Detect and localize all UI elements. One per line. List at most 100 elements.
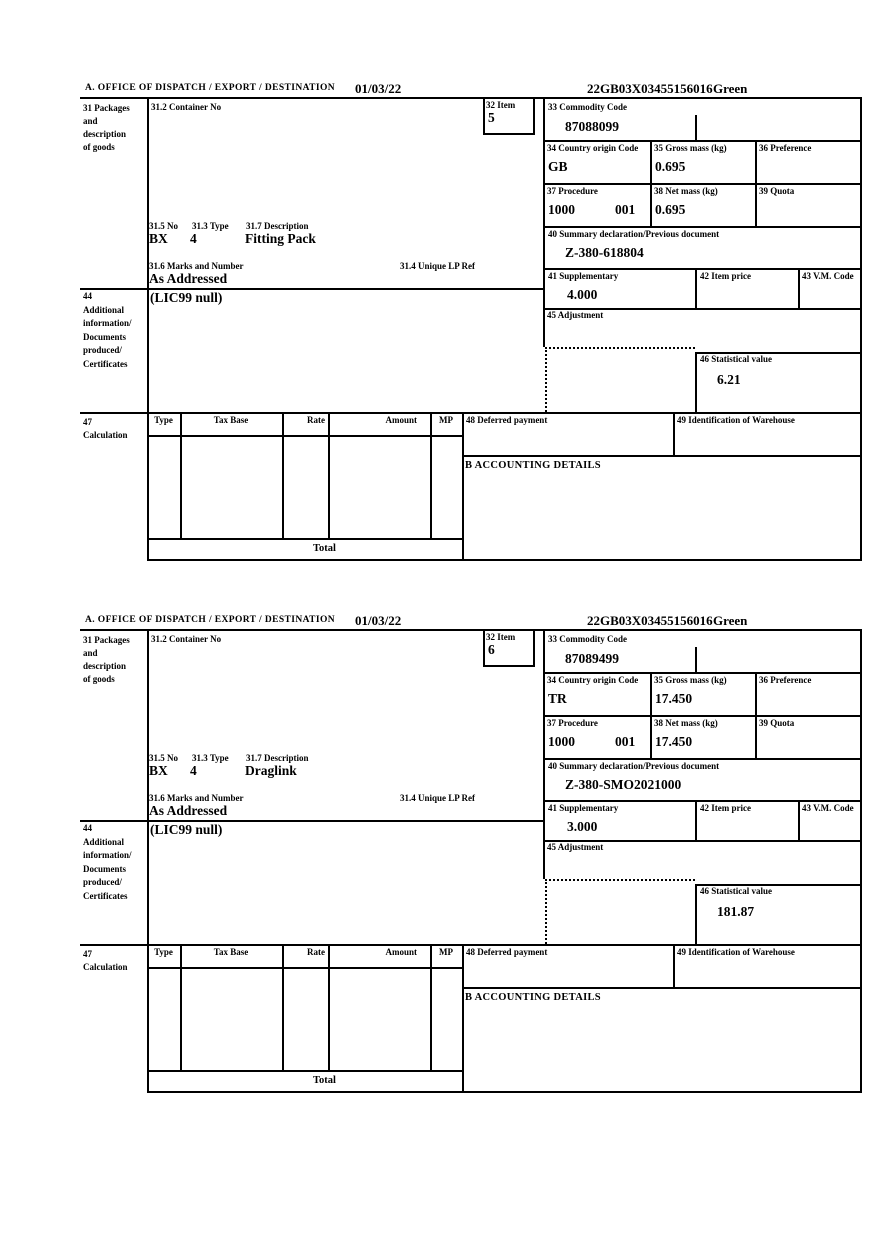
divider	[147, 967, 462, 969]
dotted-divider	[545, 879, 695, 881]
customs-item-form-1: A. OFFICE OF DISPATCH / EXPORT / DESTINA…	[80, 79, 862, 563]
divider	[462, 455, 862, 457]
box44-label: 44 Additional information/ Documents pro…	[83, 823, 132, 901]
description-label: 31.7 Description	[246, 221, 309, 231]
divider	[695, 115, 697, 140]
divider	[543, 840, 862, 842]
divider	[147, 435, 462, 437]
procedure-value: 1000	[548, 202, 575, 217]
divider	[80, 288, 543, 290]
warehouse-id-label: 49 Identification of Warehouse	[677, 415, 795, 425]
box47-label: 47 Calculation	[83, 417, 128, 440]
divider	[180, 944, 182, 1070]
divider	[543, 672, 862, 674]
supplementary-value: 3.000	[567, 819, 598, 834]
divider	[650, 140, 652, 226]
divider	[328, 412, 330, 538]
divider	[147, 1091, 862, 1093]
adjustment-label: 45 Adjustment	[547, 310, 604, 320]
divider	[543, 308, 862, 310]
item-label: 32 Item	[486, 632, 516, 642]
marks-value: As Addressed	[149, 803, 228, 818]
divider	[462, 987, 862, 989]
container-no-label: 31.2 Container No	[151, 634, 222, 644]
marks-label: 31.6 Marks and Number	[149, 793, 244, 803]
package-type-value: 4	[190, 231, 197, 246]
divider	[533, 629, 535, 665]
divider	[80, 629, 862, 631]
gross-mass-value: 0.695	[655, 159, 686, 174]
divider	[798, 268, 800, 308]
declaration-reference: 22GB03X03455156016	[587, 613, 713, 628]
divider	[798, 800, 800, 840]
calc-tax-base-header: Tax Base	[213, 415, 249, 425]
divider	[462, 412, 464, 559]
divider	[80, 97, 862, 99]
quota-label: 39 Quota	[759, 718, 795, 728]
summary-declaration-label: 40 Summary declaration/Previous document	[548, 229, 720, 239]
deferred-payment-label: 48 Deferred payment	[466, 415, 548, 425]
statistical-value: 181.87	[717, 904, 755, 919]
unique-lp-ref-label: 31.4 Unique LP Ref	[400, 793, 476, 803]
package-no-value: BX	[149, 763, 168, 778]
calc-mp-header: MP	[439, 947, 453, 957]
unique-lp-ref-label: 31.4 Unique LP Ref	[400, 261, 476, 271]
gross-mass-label: 35 Gross mass (kg)	[654, 675, 727, 685]
routing-status: Green	[713, 613, 748, 628]
net-mass-label: 38 Net mass (kg)	[654, 186, 718, 196]
description-value: Draglink	[245, 763, 297, 778]
divider	[80, 944, 862, 946]
divider	[328, 944, 330, 1070]
marks-value: As Addressed	[149, 271, 228, 286]
item-number-value: 5	[488, 110, 495, 125]
warehouse-id-label: 49 Identification of Warehouse	[677, 947, 795, 957]
commodity-code-label: 33 Commodity Code	[548, 634, 627, 644]
item-price-label: 42 Item price	[700, 271, 751, 281]
divider	[80, 412, 862, 414]
package-type-label: 31.3 Type	[192, 221, 229, 231]
container-no-label: 31.2 Container No	[151, 102, 222, 112]
divider	[147, 559, 862, 561]
divider	[650, 672, 652, 758]
procedure-label: 37 Procedure	[547, 186, 598, 196]
divider	[282, 412, 284, 538]
vm-code-label: 43 V.M. Code	[802, 271, 854, 281]
divider	[483, 133, 535, 135]
calc-mp-header: MP	[439, 415, 453, 425]
divider	[755, 140, 757, 226]
commodity-code-value: 87089499	[565, 651, 619, 666]
divider	[695, 352, 862, 354]
summary-declaration-value: Z-380-SMO2021000	[565, 777, 682, 792]
divider	[543, 226, 862, 228]
calc-type-header: Type	[154, 415, 173, 425]
preference-label: 36 Preference	[759, 675, 812, 685]
divider	[147, 538, 462, 540]
commodity-code-label: 33 Commodity Code	[548, 102, 627, 112]
item-price-label: 42 Item price	[700, 803, 751, 813]
dotted-divider	[545, 879, 547, 944]
office-of-dispatch-label: A. OFFICE OF DISPATCH / EXPORT / DESTINA…	[85, 615, 336, 625]
item-number-value: 6	[488, 642, 495, 657]
divider	[147, 1070, 462, 1072]
marks-label: 31.6 Marks and Number	[149, 261, 244, 271]
divider	[673, 944, 675, 987]
package-no-label: 31.5 No	[149, 221, 178, 231]
additional-information-value: (LIC99 null)	[150, 822, 223, 837]
calc-rate-header: Rate	[307, 415, 325, 425]
calc-tax-base-header: Tax Base	[213, 947, 249, 957]
divider	[543, 715, 862, 717]
procedure-label: 37 Procedure	[547, 718, 598, 728]
net-mass-value: 0.695	[655, 202, 686, 217]
box31-label: 31 Packages and description of goods	[83, 103, 130, 152]
customs-item-form-2: A. OFFICE OF DISPATCH / EXPORT / DESTINA…	[80, 611, 862, 1095]
country-origin-value: TR	[548, 691, 567, 706]
procedure-value: 1000	[548, 734, 575, 749]
summary-declaration-value: Z-380-618804	[565, 245, 644, 260]
additional-information-value: (LIC99 null)	[150, 290, 223, 305]
net-mass-value: 17.450	[655, 734, 693, 749]
total-label: Total	[313, 543, 336, 554]
dotted-divider	[545, 347, 695, 349]
divider	[543, 800, 862, 802]
package-type-label: 31.3 Type	[192, 753, 229, 763]
accounting-details-label: B ACCOUNTING DETAILS	[465, 992, 601, 1003]
